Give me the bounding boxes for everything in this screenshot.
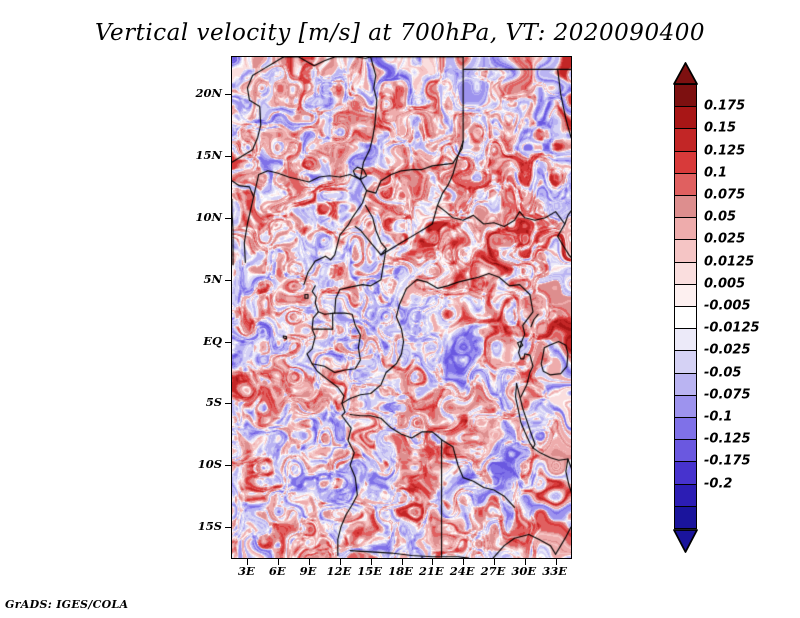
- colorbar-tick-label: -0.075: [704, 387, 751, 403]
- colorbar-band: [674, 239, 697, 263]
- colorbar-tick-label: -0.0125: [704, 320, 760, 336]
- y-tick-label: 15N: [195, 147, 222, 162]
- colorbar-band: [674, 328, 697, 352]
- y-tick-label: 5N: [203, 271, 222, 286]
- colorbar-band: [674, 372, 697, 397]
- colorbar-band: [674, 394, 697, 419]
- x-tick: [278, 558, 280, 565]
- x-tick: [401, 558, 403, 565]
- chart-title: Vertical velocity [m/s] at 700hPa, VT: 2…: [95, 20, 705, 46]
- colorbar-tick-label: -0.175: [704, 453, 751, 469]
- colorbar-tick-label: 0.05: [704, 209, 737, 225]
- colorbar-tick-label: -0.125: [704, 431, 751, 447]
- y-tick: [225, 279, 232, 281]
- y-tick-label: 10N: [195, 209, 222, 224]
- x-tick-label: 33E: [542, 564, 567, 578]
- colorbar-band: [674, 217, 697, 241]
- x-tick-label: 6E: [268, 564, 286, 578]
- colorbar-legend: 0.175 0.15 0.125 0.1 0.075 0.05 0.025 0.0125 0.0…: [672, 56, 792, 556]
- colorbar-tick-label: 0.1: [704, 165, 728, 181]
- x-tick: [493, 558, 495, 565]
- colorbar-tick-label: 0.125: [704, 143, 746, 159]
- colorbar-tick-label: 0.175: [704, 98, 746, 114]
- colorbar-band: [674, 128, 697, 152]
- colorbar-max-arrow: [672, 62, 699, 90]
- colorbar-band: [674, 306, 697, 330]
- y-tick: [225, 403, 232, 405]
- colorbar-tick-label: -0.05: [704, 365, 742, 381]
- y-tick: [225, 527, 232, 529]
- colorbar-tick-label: 0.005: [704, 276, 746, 292]
- colorbar-band: [674, 106, 697, 130]
- x-tick: [309, 558, 311, 565]
- colorbar-tick-label: -0.005: [704, 298, 751, 314]
- colorbar-tick-label: 0.075: [704, 187, 746, 203]
- y-tick-label: 5S: [205, 395, 222, 410]
- colorbar-band: [674, 439, 697, 463]
- x-tick: [432, 558, 434, 565]
- x-tick-label: 9E: [299, 564, 317, 578]
- colorbar-min-arrow: [672, 528, 699, 558]
- x-tick: [463, 558, 465, 565]
- colorbar-tick-label: 0.0125: [704, 254, 755, 270]
- x-tick: [555, 558, 557, 565]
- x-tick-label: 18E: [388, 564, 413, 578]
- x-tick: [247, 558, 249, 565]
- x-tick: [370, 558, 372, 565]
- colorbar-tick-label: 0.15: [704, 120, 737, 136]
- colorbar-band: [674, 505, 697, 530]
- y-tick-label: 15S: [197, 519, 222, 534]
- colorbar-band: [674, 417, 697, 441]
- x-tick-label: 15E: [357, 564, 383, 578]
- colorbar-tick-label: -0.2: [704, 476, 733, 492]
- x-tick: [339, 558, 341, 565]
- y-tick: [225, 341, 232, 343]
- y-tick-label: EQ: [203, 333, 222, 348]
- map-plot-area: [225, 56, 572, 565]
- x-tick-label: 30E: [511, 564, 537, 578]
- colorbar-band: [674, 172, 697, 197]
- x-tick-label: 12E: [326, 564, 352, 578]
- colorbar-band: [674, 195, 697, 219]
- x-tick-label: 21E: [418, 564, 444, 578]
- colorbar-tick-label: -0.1: [704, 409, 733, 425]
- colorbar-band: [674, 283, 697, 308]
- colorbar-band: [674, 350, 697, 374]
- y-tick-label: 20N: [195, 86, 222, 101]
- footer-credit: GrADS: IGES/COLA: [5, 598, 129, 611]
- x-tick: [524, 558, 526, 565]
- colorbar-band: [674, 261, 697, 286]
- colorbar-band: [674, 483, 697, 508]
- colorbar-band: [674, 150, 697, 175]
- colorbar-tick-label: 0.025: [704, 231, 746, 247]
- y-tick-label: 10S: [197, 457, 222, 472]
- colorbar-band: [674, 461, 697, 485]
- y-tick: [225, 155, 232, 157]
- country-borders-overlay: [232, 57, 571, 558]
- y-tick: [225, 94, 232, 96]
- x-tick-label: 3E: [238, 564, 255, 578]
- x-tick-label: 27E: [480, 564, 506, 578]
- x-tick-label: 24E: [449, 564, 475, 578]
- y-tick: [225, 465, 232, 467]
- colorbar-tick-label: -0.025: [704, 342, 751, 358]
- map-field-clip: [232, 57, 571, 558]
- y-tick: [225, 217, 232, 219]
